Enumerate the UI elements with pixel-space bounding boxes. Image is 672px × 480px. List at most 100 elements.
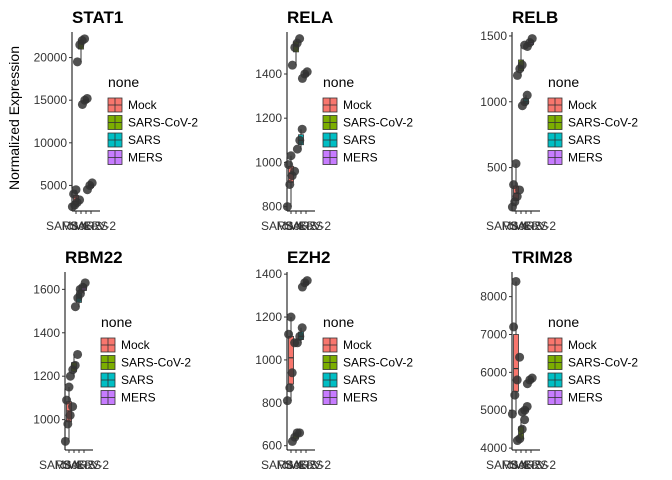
legend-label: SARS [568, 373, 601, 387]
data-point [284, 329, 294, 339]
data-point [522, 401, 532, 411]
y-tick-label: 15000 [34, 93, 68, 107]
legend-title: none [323, 314, 354, 330]
data-point [82, 93, 92, 103]
data-point [295, 331, 305, 341]
data-point [282, 396, 292, 406]
data-point [80, 34, 90, 44]
data-point [302, 276, 312, 286]
x-tick-label: MERS [289, 458, 324, 472]
x-tick-label: Mock [55, 458, 85, 472]
y-axis-title: Normalized Expression [6, 46, 22, 190]
data-point [515, 352, 525, 362]
panel-stat1: STAT15000100001500020000MockSARS-CoV-2SA… [34, 8, 199, 233]
x-tick-label: SARS-CoV-2 [46, 219, 116, 233]
x-tick-label: Mock [502, 458, 532, 472]
panel-ezh2: EZH2600800100012001400MockSARS-CoV-2SARS… [255, 248, 413, 472]
data-point [515, 434, 525, 444]
x-tick-label: SARS-CoV-2 [261, 458, 331, 472]
y-tick-label: 800 [262, 396, 282, 410]
panel-rbm22: RBM22 1000 1200 1400 1600 Mock SARS-CoV-2 SARS M… [33, 248, 191, 472]
legend-title: none [101, 314, 132, 330]
legend-title: none [108, 74, 139, 90]
y-tick-label: 1000 [33, 413, 60, 427]
data-point [73, 349, 83, 359]
legend-label: SARS-CoV-2 [568, 116, 638, 130]
panel-title: RBM22 [65, 248, 123, 267]
data-point [527, 373, 537, 383]
data-point [63, 419, 73, 429]
y-tick-label: 5000 [40, 178, 67, 192]
panel-relb: RELB50010001500MockSARS-CoV-2SARSMERSnon… [480, 8, 638, 233]
data-point [509, 322, 519, 332]
data-point [520, 415, 530, 425]
legend-label: MERS [128, 151, 163, 165]
y-tick-label: 7000 [480, 327, 507, 341]
data-point [511, 159, 521, 169]
y-tick-label: 1500 [480, 29, 507, 43]
legend-label: SARS [343, 133, 376, 147]
x-tick-label: SARS [285, 219, 318, 233]
data-point [292, 144, 302, 154]
legend-label: Mock [568, 338, 598, 352]
data-point [72, 57, 82, 67]
y-tick-label: 1200 [255, 111, 282, 125]
data-point [285, 383, 295, 393]
y-tick-label: 1000 [255, 155, 282, 169]
data-point [295, 135, 305, 145]
x-tick-label: MERS [514, 458, 549, 472]
x-tick-label: MERS [67, 458, 102, 472]
data-point [517, 424, 527, 434]
data-point [286, 151, 296, 161]
x-tick-label: SARS-CoV-2 [261, 219, 331, 233]
data-point [60, 436, 70, 446]
y-tick-label: 5000 [480, 403, 507, 417]
legend-label: MERS [568, 151, 603, 165]
panel-rela: RELA800100012001400MockSARS-CoV-2SARSMER… [255, 8, 413, 233]
data-point [286, 312, 296, 322]
y-tick-label: 1000 [480, 95, 507, 109]
legend-label: Mock [343, 98, 373, 112]
y-tick-label: 1200 [33, 369, 60, 383]
data-point [284, 160, 294, 170]
x-tick-label: SARS [70, 219, 103, 233]
x-tick-label: MERS [289, 219, 324, 233]
panel-title: STAT1 [72, 8, 123, 27]
y-tick-label: 8000 [480, 290, 507, 304]
data-point [71, 185, 81, 195]
data-point [290, 166, 300, 176]
panel-title: RELB [512, 8, 558, 27]
y-tick-label: 4000 [480, 441, 507, 455]
y-tick-label: 1400 [33, 326, 60, 340]
x-tick-label: Mock [502, 219, 532, 233]
legend-label: MERS [343, 151, 378, 165]
legend-label: SARS [121, 373, 154, 387]
y-tick-label: 10000 [34, 136, 68, 150]
x-tick-label: SARS-CoV-2 [486, 219, 556, 233]
data-point [70, 302, 80, 312]
legend-label: SARS-CoV-2 [128, 116, 198, 130]
legend-label: SARS-CoV-2 [121, 356, 191, 370]
data-point [517, 60, 527, 70]
data-point [295, 428, 305, 438]
y-tick-label: 1200 [255, 310, 282, 324]
y-tick-label: 20000 [34, 51, 68, 65]
legend-label: MERS [343, 391, 378, 405]
panel-title: TRIM28 [512, 248, 572, 267]
legend-label: MERS [568, 391, 603, 405]
x-tick-label: MERS [74, 219, 109, 233]
legend-label: SARS [128, 133, 161, 147]
data-point [509, 180, 519, 190]
data-point [87, 178, 97, 188]
data-point [510, 390, 520, 400]
data-point [282, 202, 292, 212]
legend-label: SARS-CoV-2 [343, 356, 413, 370]
legend-label: SARS-CoV-2 [343, 116, 413, 130]
legend-label: Mock [121, 338, 151, 352]
y-tick-label: 500 [487, 161, 507, 175]
data-point [287, 60, 297, 70]
panel-title: EZH2 [287, 248, 330, 267]
data-point [80, 278, 90, 288]
y-tick-label: 1600 [33, 282, 60, 296]
legend-title: none [548, 314, 579, 330]
